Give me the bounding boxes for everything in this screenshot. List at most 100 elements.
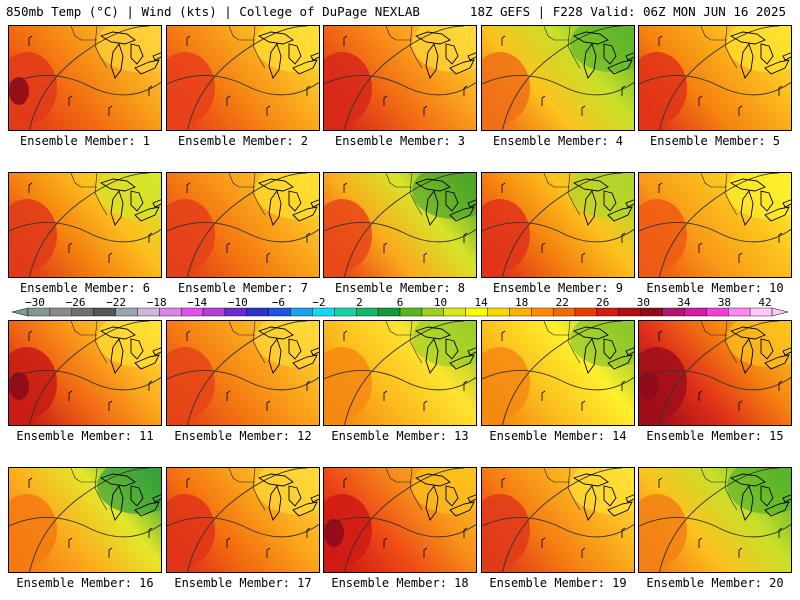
wind-barb xyxy=(738,400,743,411)
colorbar-swatch xyxy=(443,307,466,317)
wind-barb xyxy=(778,380,783,391)
wind-barb xyxy=(621,380,626,391)
cool-region xyxy=(727,468,791,514)
colorbar-swatch xyxy=(684,307,707,317)
wind-barb xyxy=(383,537,388,548)
member-label: Ensemble Member: 7 xyxy=(177,281,309,295)
wind-barb xyxy=(621,232,626,243)
colorbar-swatch xyxy=(465,307,488,317)
colorbar-tick-label: 14 xyxy=(474,296,488,309)
colorbar-swatch xyxy=(334,307,357,317)
state-borders xyxy=(385,26,423,69)
ensemble-panel-19 xyxy=(481,467,635,573)
warm-core xyxy=(324,199,372,271)
height-contour xyxy=(29,321,150,425)
height-contour xyxy=(324,370,476,391)
wind-barb xyxy=(581,105,586,116)
wind-barb xyxy=(306,85,311,96)
hot-spot xyxy=(639,372,659,400)
height-contour xyxy=(639,370,791,391)
state-borders xyxy=(70,321,108,364)
height-contour xyxy=(187,468,308,572)
wind-barb xyxy=(501,35,506,46)
height-contour xyxy=(29,173,150,277)
height-contour xyxy=(324,517,476,538)
cool-region xyxy=(97,173,161,219)
wind-barb xyxy=(108,105,113,116)
run-valid-time: 18Z GEFS | F228 Valid: 06Z MON JUN 16 20… xyxy=(469,4,786,19)
height-contour xyxy=(482,222,634,243)
wind-barb xyxy=(266,547,271,558)
warm-core xyxy=(324,347,372,419)
colorbar-swatch xyxy=(531,307,554,317)
height-contour xyxy=(9,75,161,96)
wind-barb xyxy=(738,252,743,263)
colorbar-swatch xyxy=(246,307,269,317)
colorbar-swatch xyxy=(159,307,182,317)
great-lakes-outline xyxy=(414,473,476,521)
wind-barb xyxy=(28,330,33,341)
state-borders xyxy=(543,468,581,511)
member-label: Ensemble Member: 5 xyxy=(649,134,781,148)
warm-core xyxy=(324,52,372,124)
wind-barb xyxy=(581,400,586,411)
wind-barb xyxy=(581,547,586,558)
colorbar-swatch xyxy=(71,307,94,317)
cool-region xyxy=(412,26,476,72)
cool-region xyxy=(255,26,319,72)
colorbar-tick-label: 18 xyxy=(515,296,528,309)
member-label: Ensemble Member: 11 xyxy=(16,429,154,443)
height-contour xyxy=(167,75,319,96)
wind-barb xyxy=(266,252,271,263)
colorbar-tick-label: −18 xyxy=(147,296,167,309)
wind-barb xyxy=(226,390,231,401)
height-contour xyxy=(167,370,319,391)
wind-barb xyxy=(343,182,348,193)
colorbar-swatch xyxy=(749,307,773,317)
wind-barb xyxy=(581,252,586,263)
height-contour xyxy=(29,26,150,130)
wind-barb xyxy=(226,537,231,548)
wind-barb xyxy=(108,547,113,558)
wind-barb xyxy=(658,477,663,488)
member-label: Ensemble Member: 4 xyxy=(492,134,624,148)
colorbar-swatch xyxy=(27,307,51,317)
wind-barb xyxy=(541,95,546,106)
height-contour xyxy=(639,75,791,96)
cool-region xyxy=(255,321,319,367)
wind-barb xyxy=(463,85,468,96)
height-contour xyxy=(9,517,161,538)
state-borders xyxy=(228,26,266,69)
cool-region xyxy=(570,321,634,367)
colorbar-swatch xyxy=(706,307,729,317)
colorbar-tick-label: −22 xyxy=(106,296,126,309)
height-contour xyxy=(502,468,623,572)
great-lakes-outline xyxy=(257,326,319,374)
ensemble-panel-3 xyxy=(323,25,477,131)
wind-barb xyxy=(343,330,348,341)
height-contour xyxy=(9,222,161,243)
colorbar-tick-label: −26 xyxy=(66,296,86,309)
colorbar-tick-label: −6 xyxy=(272,296,285,309)
colorbar-swatch xyxy=(202,307,226,317)
wind-barb xyxy=(68,390,73,401)
member-label: Ensemble Member: 8 xyxy=(334,281,466,295)
ensemble-panel-6 xyxy=(8,172,162,278)
wind-barb xyxy=(266,400,271,411)
height-contour xyxy=(187,26,308,130)
colorbar-tick-label: −30 xyxy=(25,296,45,309)
wind-barb xyxy=(383,95,388,106)
great-lakes-outline xyxy=(572,473,634,521)
height-contour xyxy=(659,173,780,277)
wind-barb xyxy=(738,105,743,116)
member-label: Ensemble Member: 16 xyxy=(16,576,154,590)
wind-barb xyxy=(108,400,113,411)
colorbar-swatch xyxy=(224,307,248,317)
warm-core xyxy=(639,199,687,271)
colorbar-swatch xyxy=(93,307,116,317)
wind-barb xyxy=(148,232,153,243)
colorbar-swatch xyxy=(509,307,532,317)
wind-barb xyxy=(778,85,783,96)
great-lakes-outline xyxy=(729,473,791,521)
great-lakes-outline xyxy=(414,178,476,226)
